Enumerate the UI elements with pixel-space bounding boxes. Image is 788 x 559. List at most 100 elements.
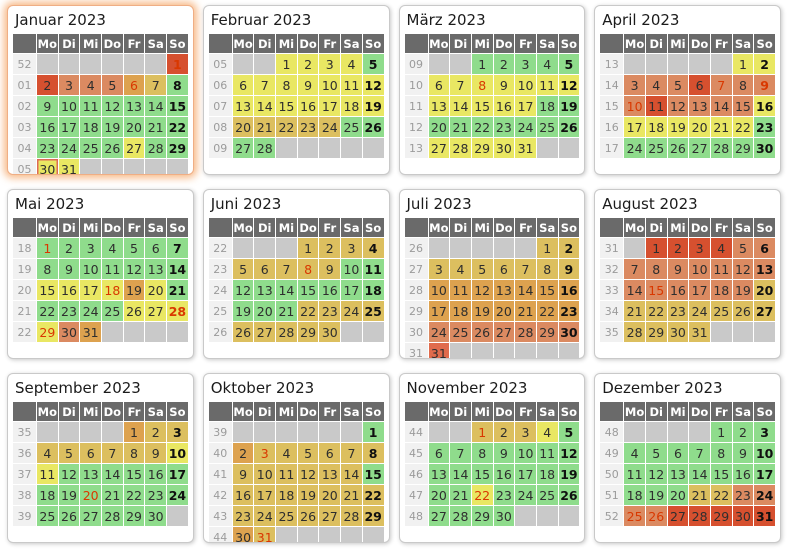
day-cell-januar-31[interactable]: 31 [58, 159, 80, 174]
day-cell-april-22[interactable]: 22 [732, 117, 754, 137]
day-cell-juni-21[interactable]: 21 [276, 301, 297, 321]
day-cell-september-20[interactable]: 20 [80, 485, 102, 505]
day-cell-oktober-1[interactable]: 1 [362, 422, 384, 442]
day-cell-februar-24[interactable]: 24 [319, 117, 341, 137]
day-cell-dezember-16[interactable]: 16 [732, 464, 754, 484]
day-cell-september-17[interactable]: 17 [167, 464, 188, 484]
day-cell-november-17[interactable]: 17 [515, 464, 536, 484]
day-cell-april-29[interactable]: 29 [732, 138, 754, 158]
day-cell-oktober-23[interactable]: 23 [232, 506, 254, 526]
day-cell-oktober-10[interactable]: 10 [254, 464, 276, 484]
day-cell-juli-2[interactable]: 2 [558, 238, 580, 258]
day-cell-juli-3[interactable]: 3 [428, 259, 450, 279]
day-cell-september-22[interactable]: 22 [123, 485, 145, 505]
day-cell-april-14[interactable]: 14 [710, 96, 732, 116]
day-cell-juni-6[interactable]: 6 [254, 259, 276, 279]
day-cell-januar-6[interactable]: 6 [123, 75, 145, 95]
day-cell-oktober-8[interactable]: 8 [362, 443, 384, 463]
day-cell-dezember-18[interactable]: 18 [624, 485, 645, 505]
day-cell-januar-13[interactable]: 13 [123, 96, 145, 116]
day-cell-april-1[interactable]: 1 [732, 54, 754, 74]
day-cell-januar-20[interactable]: 20 [123, 117, 145, 137]
day-cell-april-20[interactable]: 20 [689, 117, 710, 137]
day-cell-april-24[interactable]: 24 [624, 138, 645, 158]
day-cell-november-21[interactable]: 21 [450, 485, 471, 505]
day-cell-september-19[interactable]: 19 [58, 485, 80, 505]
day-cell-september-18[interactable]: 18 [37, 485, 58, 505]
day-cell-september-24[interactable]: 24 [167, 485, 188, 505]
day-cell-marz-10[interactable]: 10 [515, 75, 536, 95]
day-cell-juni-10[interactable]: 10 [341, 259, 362, 279]
day-cell-januar-17[interactable]: 17 [58, 117, 80, 137]
day-cell-mai-17[interactable]: 17 [80, 280, 102, 300]
day-cell-marz-14[interactable]: 14 [450, 96, 471, 116]
day-cell-april-2[interactable]: 2 [754, 54, 775, 74]
day-cell-oktober-19[interactable]: 19 [297, 485, 319, 505]
day-cell-januar-3[interactable]: 3 [58, 75, 80, 95]
day-cell-juni-28[interactable]: 28 [276, 322, 297, 342]
day-cell-april-10[interactable]: 10 [624, 96, 645, 116]
day-cell-juli-13[interactable]: 13 [493, 280, 515, 300]
day-cell-juni-8[interactable]: 8 [297, 259, 319, 279]
day-cell-juni-16[interactable]: 16 [319, 280, 341, 300]
day-cell-august-16[interactable]: 16 [667, 280, 689, 300]
day-cell-november-2[interactable]: 2 [493, 422, 515, 442]
day-cell-dezember-22[interactable]: 22 [710, 485, 732, 505]
day-cell-marz-8[interactable]: 8 [471, 75, 493, 95]
day-cell-september-11[interactable]: 11 [37, 464, 58, 484]
day-cell-marz-2[interactable]: 2 [493, 54, 515, 74]
day-cell-november-3[interactable]: 3 [515, 422, 536, 442]
day-cell-mai-24[interactable]: 24 [80, 301, 102, 321]
day-cell-mai-25[interactable]: 25 [102, 301, 123, 321]
day-cell-august-2[interactable]: 2 [667, 238, 689, 258]
day-cell-februar-25[interactable]: 25 [341, 117, 362, 137]
day-cell-februar-18[interactable]: 18 [341, 96, 362, 116]
day-cell-september-10[interactable]: 10 [167, 443, 188, 463]
day-cell-september-2[interactable]: 2 [145, 422, 167, 442]
day-cell-marz-31[interactable]: 31 [515, 138, 536, 158]
day-cell-dezember-24[interactable]: 24 [754, 485, 775, 505]
day-cell-marz-11[interactable]: 11 [536, 75, 558, 95]
day-cell-august-1[interactable]: 1 [645, 238, 667, 258]
day-cell-august-13[interactable]: 13 [754, 259, 775, 279]
day-cell-september-6[interactable]: 6 [80, 443, 102, 463]
day-cell-marz-25[interactable]: 25 [536, 117, 558, 137]
day-cell-november-25[interactable]: 25 [536, 485, 558, 505]
day-cell-februar-10[interactable]: 10 [319, 75, 341, 95]
day-cell-juni-2[interactable]: 2 [319, 238, 341, 258]
day-cell-januar-9[interactable]: 9 [37, 96, 58, 116]
day-cell-november-22[interactable]: 22 [471, 485, 493, 505]
day-cell-dezember-21[interactable]: 21 [689, 485, 710, 505]
day-cell-februar-5[interactable]: 5 [362, 54, 384, 74]
day-cell-januar-2[interactable]: 2 [37, 75, 58, 95]
day-cell-oktober-18[interactable]: 18 [276, 485, 297, 505]
day-cell-august-17[interactable]: 17 [689, 280, 710, 300]
day-cell-juli-24[interactable]: 24 [428, 322, 450, 342]
day-cell-oktober-25[interactable]: 25 [276, 506, 297, 526]
day-cell-juni-9[interactable]: 9 [319, 259, 341, 279]
day-cell-november-29[interactable]: 29 [471, 506, 493, 526]
day-cell-november-8[interactable]: 8 [471, 443, 493, 463]
day-cell-mai-27[interactable]: 27 [145, 301, 167, 321]
day-cell-juli-26[interactable]: 26 [471, 322, 493, 342]
day-cell-juni-7[interactable]: 7 [276, 259, 297, 279]
day-cell-august-5[interactable]: 5 [732, 238, 754, 258]
day-cell-oktober-15[interactable]: 15 [362, 464, 384, 484]
day-cell-marz-27[interactable]: 27 [428, 138, 450, 158]
day-cell-februar-7[interactable]: 7 [254, 75, 276, 95]
day-cell-juli-14[interactable]: 14 [515, 280, 536, 300]
day-cell-november-9[interactable]: 9 [493, 443, 515, 463]
day-cell-oktober-31[interactable]: 31 [254, 527, 276, 542]
day-cell-november-24[interactable]: 24 [515, 485, 536, 505]
day-cell-juni-29[interactable]: 29 [297, 322, 319, 342]
day-cell-august-27[interactable]: 27 [754, 301, 775, 321]
day-cell-april-8[interactable]: 8 [732, 75, 754, 95]
day-cell-september-12[interactable]: 12 [58, 464, 80, 484]
day-cell-september-8[interactable]: 8 [123, 443, 145, 463]
day-cell-mai-12[interactable]: 12 [123, 259, 145, 279]
day-cell-mai-7[interactable]: 7 [167, 238, 188, 258]
day-cell-november-5[interactable]: 5 [558, 422, 580, 442]
day-cell-oktober-14[interactable]: 14 [341, 464, 362, 484]
day-cell-mai-13[interactable]: 13 [145, 259, 167, 279]
day-cell-mai-6[interactable]: 6 [145, 238, 167, 258]
